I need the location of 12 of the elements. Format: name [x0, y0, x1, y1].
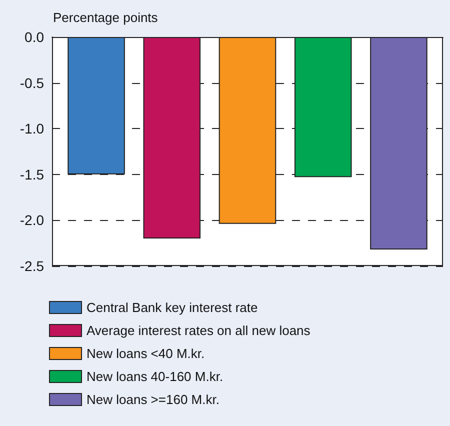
- legend-label: New loans 40-160 M.kr.: [86, 369, 224, 384]
- y-tick-label: -2.5: [20, 258, 44, 274]
- y-tick-label: 0.0: [24, 29, 44, 45]
- y-tick-label: -2.0: [20, 212, 44, 228]
- legend-label: New loans <40 M.kr.: [86, 346, 205, 361]
- legend-label: Central Bank key interest rate: [86, 300, 258, 315]
- y-tick-label: -1.0: [20, 120, 44, 137]
- y-tick-label: -1.5: [20, 166, 44, 182]
- y-axis-title: Percentage points: [53, 10, 158, 25]
- legend-label: Average interest rates on all new loans: [86, 323, 311, 338]
- y-tick-label: -0.5: [20, 74, 44, 91]
- legend-label: New loans >=160 M.kr.: [86, 392, 220, 407]
